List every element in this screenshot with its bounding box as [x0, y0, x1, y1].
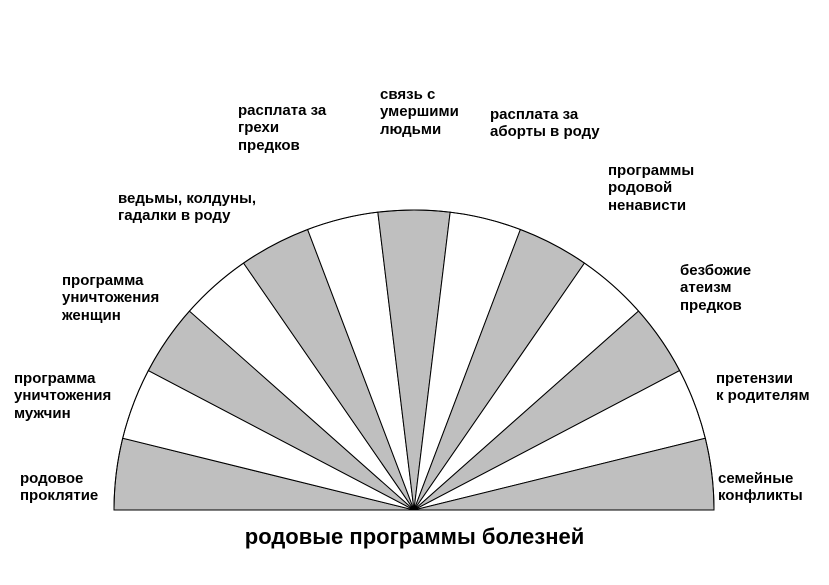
segment-label: родовое проклятие	[20, 470, 98, 505]
segment-label: семейные конфликты	[718, 470, 803, 505]
segment-label: программа уничтожения мужчин	[14, 370, 111, 422]
chart-title: родовые программы болезней	[0, 524, 829, 550]
segment-label: программы родовой ненависти	[608, 162, 694, 214]
segment-label: претензии к родителям	[716, 370, 810, 405]
segment-label: связь с умершими людьми	[380, 86, 459, 138]
segment-label: безбожие атеизм предков	[680, 262, 751, 314]
segment-label: ведьмы, колдуны, гадалки в роду	[118, 190, 256, 225]
segment-label: расплата за грехи предков	[238, 102, 326, 154]
segment-label: программа уничтожения женщин	[62, 272, 159, 324]
segment-label: расплата за аборты в роду	[490, 106, 600, 141]
